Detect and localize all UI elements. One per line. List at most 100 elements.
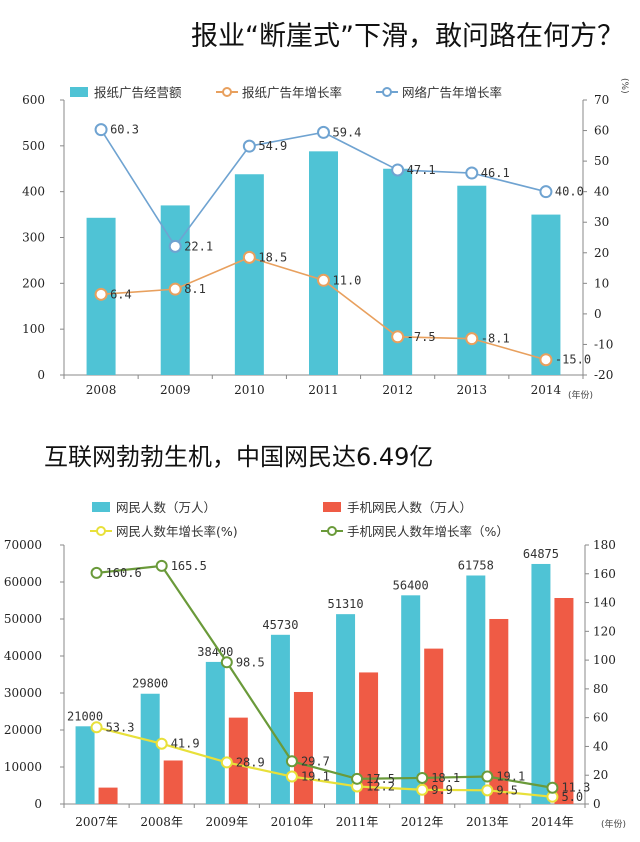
- chart2-line-1-label: 12.2: [366, 779, 395, 793]
- chart1-y-right-tick-label: 40: [594, 185, 609, 199]
- chart2-x-tick-label: 2012年: [401, 815, 444, 829]
- chart2-bar-1: [401, 595, 421, 804]
- chart2-bar-2: [228, 717, 248, 804]
- chart2-bar-label: 56400: [393, 578, 429, 592]
- chart1-y-left-tick-label: 0: [37, 368, 45, 382]
- chart2-line-2-point: [351, 772, 364, 785]
- chart1-y-left-tick-label: 500: [22, 139, 45, 153]
- chart1-line-1-point: [242, 250, 256, 264]
- chart2-line-1-point: [90, 721, 103, 734]
- chart1-x-tick-label: 2008: [86, 383, 117, 397]
- chart2-y-right-tick-label: 40: [593, 739, 608, 753]
- chart2-bar-2: [424, 648, 444, 804]
- chart2-bar-label: 45730: [262, 618, 298, 632]
- chart2-line-2-point: [546, 781, 559, 794]
- chart2-line-2-label: 19.1: [496, 770, 525, 784]
- chart2-legend-label: 网民人数年增长率(%): [116, 524, 238, 539]
- chart1-x-tick-label: 2014: [531, 383, 562, 397]
- chart2-line-2-point: [481, 770, 494, 783]
- chart1-line-1-point: [94, 287, 108, 301]
- chart2-legend-label: 网民人数（万人）: [116, 500, 216, 515]
- chart2-bar-2: [163, 760, 183, 804]
- chart1-y-right-tick-label: -20: [594, 368, 613, 382]
- chart1-line-1-point: [539, 353, 553, 367]
- chart2-y-left-tick-label: 60000: [4, 575, 42, 589]
- chart1-legend-label: 报纸广告经营额: [94, 85, 182, 100]
- chart2-x-tick-label: 2008年: [140, 815, 183, 829]
- chart1-line-2-point: [539, 185, 553, 199]
- chart2-x-tick-label: 2007年: [75, 815, 118, 829]
- chart2-bar-label: 29800: [132, 677, 168, 691]
- chart1-line-2-label: 22.1: [184, 239, 213, 253]
- chart2-line-2-label: 18.1: [431, 771, 460, 785]
- chart2-bar-2: [554, 597, 574, 804]
- chart2-y-right-tick-label: 0: [593, 797, 601, 811]
- chart2-bar-2: [98, 787, 118, 804]
- chart1-bar-1: [234, 174, 264, 375]
- chart2-legend-marker: [96, 526, 106, 536]
- chart2-x-tick-label: 2014年: [531, 815, 574, 829]
- chart1-legend-label: 网络广告年增长率: [402, 85, 502, 100]
- chart2-y-left-tick-label: 70000: [4, 538, 42, 552]
- chart1-y-right-tick-label: 30: [594, 215, 609, 229]
- chart1-bar-1: [309, 151, 338, 375]
- chart1-y-right-unit-label: (%): [619, 78, 629, 94]
- chart2-x-tick-label: 2011年: [336, 815, 379, 829]
- chart1-line-2-point: [391, 163, 405, 177]
- chart1-line-2-label: 47.1: [407, 163, 436, 177]
- chart2-y-right-tick-label: 100: [593, 653, 616, 667]
- chart2-line-2-point: [155, 559, 168, 572]
- chart2-y-left-tick-label: 40000: [4, 649, 42, 663]
- chart2-y-left-tick-label: 30000: [4, 686, 42, 700]
- chart2-bar-label: 51310: [328, 597, 364, 611]
- chart2-y-right-tick-label: 80: [593, 682, 608, 696]
- chart1-line-1-label: 18.5: [258, 250, 287, 264]
- chart1-y-right-tick-label: 10: [594, 276, 609, 290]
- chart1-line-2-point: [168, 239, 182, 253]
- chart1-y-right-tick-label: -10: [594, 337, 613, 351]
- chart1-line-2-label: 40.0: [555, 185, 584, 199]
- chart1-line-1-label: 11.0: [333, 273, 362, 287]
- chart2-bar-label: 61758: [458, 558, 494, 572]
- chart1-line-1-point: [317, 273, 330, 287]
- chart1-y-right-tick-label: 50: [594, 154, 609, 168]
- chart2-x-tick-label: 2013年: [466, 815, 509, 829]
- chart1-line-1-label: -8.1: [481, 332, 510, 346]
- bottom-chart-title: 互联网勃勃生机，中国网民达6.49亿: [44, 443, 434, 471]
- chart2-y-left-tick-label: 50000: [4, 612, 42, 626]
- chart1-legend-swatch: [70, 87, 88, 97]
- chart2-bar-1: [205, 661, 225, 804]
- chart2-legend-label: 手机网民人数年增长率（%）: [347, 524, 509, 539]
- chart1-y-right-tick-label: 0: [594, 307, 602, 321]
- chart2-bar-1: [140, 693, 160, 804]
- chart1-y-left-tick-label: 100: [22, 322, 45, 336]
- chart1-x-tick-label: 2011: [308, 383, 339, 397]
- chart2-x-unit-label: (年份): [601, 818, 626, 830]
- chart2-legend-label: 手机网民人数（万人）: [347, 500, 472, 515]
- chart2-y-right-tick-label: 60: [593, 711, 608, 725]
- chart1-x-tick-label: 2010: [234, 383, 265, 397]
- chart1-line-1-label: -15.0: [555, 353, 591, 367]
- chart2-line-2-label: 160.6: [106, 566, 142, 580]
- chart1-x-tick-label: 2013: [457, 383, 488, 397]
- chart2-line-2: [96, 564, 553, 789]
- chart2-line-2-label: 29.7: [301, 754, 330, 768]
- chart1-y-left-tick-label: 400: [22, 185, 45, 199]
- chart1-y-right-tick-label: 70: [594, 93, 609, 107]
- chart2-line-1-point: [155, 737, 168, 750]
- chart2-line-1-point: [220, 756, 233, 769]
- chart1-y-right-tick-label: 60: [594, 124, 609, 138]
- chart1-legend-marker: [222, 87, 232, 97]
- chart2-line-1-label: 41.9: [171, 737, 200, 751]
- chart2-y-right-tick-label: 140: [593, 596, 616, 610]
- chart2-line-2-point: [220, 656, 233, 669]
- chart2-line-1-label: 53.3: [106, 720, 135, 734]
- chart2-line-2-point: [90, 566, 103, 579]
- chart2-line-2-point: [285, 755, 298, 768]
- chart2-bar-label: 38400: [197, 645, 233, 659]
- chart1-y-left-tick-label: 600: [22, 93, 45, 107]
- chart2-y-right-tick-label: 160: [593, 567, 616, 581]
- chart2-bar-2: [489, 618, 509, 804]
- chart2-bar-label: 64875: [523, 547, 559, 561]
- chart1-line-1-point: [465, 332, 479, 346]
